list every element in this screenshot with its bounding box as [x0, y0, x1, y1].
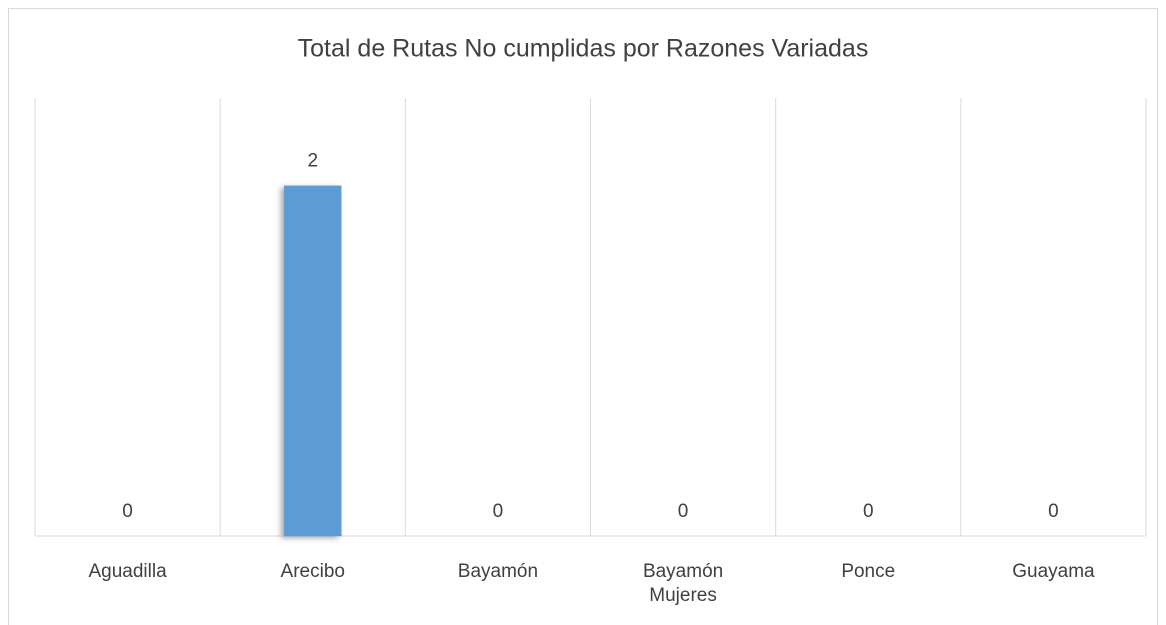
- data-label: 0: [863, 501, 874, 522]
- x-tick-label: Aguadilla: [88, 561, 167, 582]
- x-tick-label: Bayamón: [457, 561, 539, 582]
- x-tick-label: Ponce: [841, 561, 896, 582]
- x-tick-label: Bayamón Mujeres: [642, 561, 724, 606]
- chart-border: [8, 8, 1158, 625]
- bar: [284, 185, 342, 536]
- data-label: 0: [678, 501, 689, 522]
- data-label: 2: [307, 151, 318, 172]
- chart-title: Total de Rutas No cumplidas por Razones …: [298, 35, 869, 63]
- data-label: 0: [122, 501, 133, 522]
- x-tick-label: Guayama: [1012, 561, 1095, 582]
- data-label: 0: [493, 501, 504, 522]
- x-tick-label: Arecibo: [280, 561, 345, 582]
- data-label: 0: [1048, 501, 1059, 522]
